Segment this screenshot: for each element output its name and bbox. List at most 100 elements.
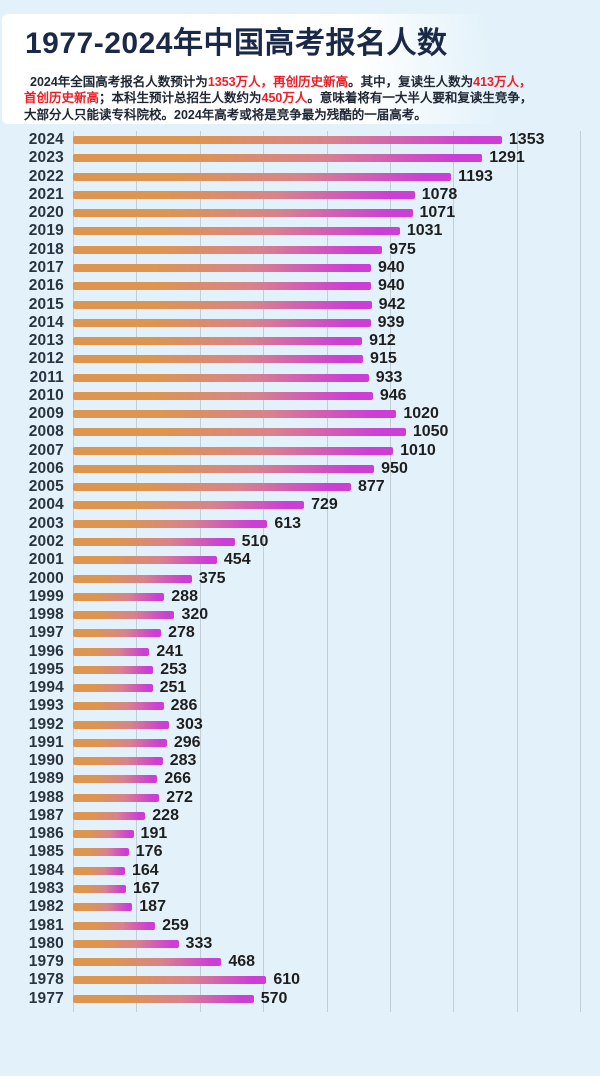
subtitle: 2024年全国高考报名人数预计为1353万人，再创历史新高。其中，复读生人数为4… [24,74,580,123]
bar-row: 2003 613 [0,515,600,533]
subtitle-highlight: 1353万人，再创历史新高 [207,75,349,89]
year-label: 1994 [28,679,64,697]
year-label: 2003 [28,514,64,532]
bar [73,793,160,802]
bar-row: 2001 454 [0,551,600,569]
year-label: 1991 [28,733,64,751]
year-label: 2006 [28,459,64,477]
year-label: 1981 [28,916,64,934]
bar-row: 1989 266 [0,770,600,788]
value-label: 454 [223,551,251,569]
value-label: 613 [274,514,302,532]
year-label: 1984 [28,861,64,879]
bar-row: 2015 942 [0,295,600,313]
year-label: 2001 [28,551,64,569]
bar [73,775,158,784]
bar [73,848,129,857]
bar [73,702,164,711]
value-label: 950 [381,459,408,477]
gridline [516,131,518,1012]
bar-row: 2006 950 [0,460,600,478]
year-label: 1988 [28,788,64,806]
value-label: 288 [171,587,198,605]
bar-row: 2018 975 [0,241,600,259]
year-label: 1992 [28,715,64,733]
bar-row: 1980 333 [0,935,600,953]
subtitle-segment: 大部分人只能读专科院校。2024年高考或将是竞争最为残酷的一届高考。 [24,107,427,122]
bar-row: 2011 933 [0,368,600,386]
year-label: 2009 [28,405,64,423]
bar-row: 1983 167 [0,880,600,898]
bar [73,903,133,912]
bar-row: 2005 877 [0,478,600,496]
year-label: 1985 [28,843,64,861]
value-label: 1010 [400,441,436,459]
subtitle-segment: 2024年全国高考报名人数预计为 [30,75,208,89]
value-label: 510 [241,532,269,550]
value-label: 570 [260,989,288,1007]
subtitle-segment: ；本科生预计总招生人数约为 [99,91,262,106]
value-label: 167 [132,880,160,898]
bar-row: 2021 1078 [0,186,600,204]
year-label: 1986 [28,825,64,843]
subtitle-segment: 。意味着将有一大半人要和复读生竞争， [307,91,533,106]
year-label: 2021 [28,185,64,203]
bar [73,337,363,346]
bar-row: 2019 1031 [0,222,600,240]
value-label: 1078 [421,185,458,203]
year-label: 2024 [28,131,64,149]
year-label: 2020 [28,204,64,222]
gridline [199,131,201,1012]
year-label: 2022 [28,167,64,185]
subtitle-highlight: 413万人， [473,75,532,89]
subtitle-highlight: 首创历史新高 [24,91,100,106]
bar [73,830,134,839]
value-label: 1193 [458,167,493,185]
bar [73,556,217,565]
bar-row: 2016 940 [0,277,600,295]
year-label: 2011 [29,368,64,386]
bar-row: 1999 288 [0,588,600,606]
value-label: 320 [181,606,209,624]
page-title: 1977-2024年中国高考报名人数 [25,27,448,60]
bar [73,811,146,820]
bar-row: 1985 176 [0,843,600,861]
value-label: 975 [389,240,416,258]
bar-row: 2008 1050 [0,423,600,441]
bar [73,537,235,546]
value-label: 1050 [412,423,449,441]
year-label: 1999 [28,587,64,605]
year-label: 1990 [28,752,64,770]
value-label: 191 [140,825,168,843]
bar [73,501,305,510]
year-label: 2004 [28,496,64,514]
bar-row: 1984 164 [0,862,600,880]
value-label: 940 [377,258,405,276]
bar-row: 1978 610 [0,971,600,989]
bar-row: 1992 303 [0,716,600,734]
bar-row: 2014 939 [0,314,600,332]
bar [73,574,192,583]
bar [73,300,372,309]
value-label: 877 [358,478,385,496]
bar [73,172,452,181]
year-label: 2010 [28,386,64,404]
bar [73,355,364,364]
bar-row: 2020 1071 [0,204,600,222]
year-label: 1998 [28,606,64,624]
bar-row: 2012 915 [0,350,600,368]
bar-row: 2002 510 [0,533,600,551]
bar-row: 2017 940 [0,259,600,277]
bar-row: 2013 912 [0,332,600,350]
bar-rows: 2024 1353 2023 1291 2022 1193 2021 1078 2020 1071… [0,131,600,1008]
bar [73,665,154,674]
bar-row: 1993 286 [0,697,600,715]
bar-row: 1997 278 [0,624,600,642]
bar [73,154,483,163]
value-label: 468 [228,953,256,971]
bar [73,373,369,382]
year-label: 2015 [28,295,64,313]
value-label: 278 [168,624,195,642]
year-label: 2005 [28,478,64,496]
